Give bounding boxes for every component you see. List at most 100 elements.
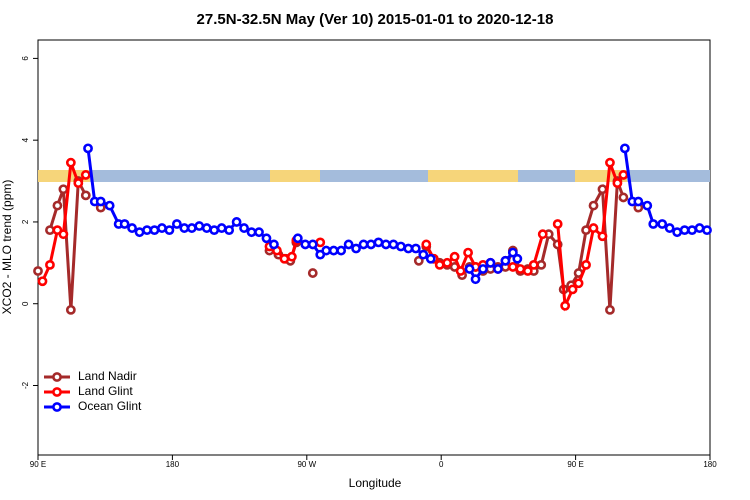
point bbox=[45, 225, 55, 236]
point bbox=[336, 245, 347, 256]
point bbox=[618, 192, 629, 203]
point bbox=[493, 264, 503, 274]
point bbox=[358, 239, 369, 250]
point bbox=[315, 237, 326, 248]
point bbox=[286, 251, 297, 262]
point bbox=[679, 225, 690, 236]
x-tick-label: 0 bbox=[439, 460, 444, 469]
y-tick-label: -2 bbox=[21, 381, 30, 389]
y-tick-label: 2 bbox=[21, 219, 30, 224]
point bbox=[95, 196, 106, 207]
point bbox=[687, 225, 697, 236]
point bbox=[388, 239, 399, 250]
point bbox=[455, 266, 466, 276]
point bbox=[239, 223, 249, 233]
point bbox=[413, 255, 424, 266]
point bbox=[581, 259, 591, 270]
point bbox=[642, 200, 653, 211]
point bbox=[478, 264, 488, 274]
point bbox=[149, 225, 160, 236]
point bbox=[528, 259, 539, 270]
point bbox=[464, 264, 475, 274]
point bbox=[618, 170, 629, 180]
point bbox=[246, 227, 257, 238]
point bbox=[612, 178, 623, 189]
point bbox=[73, 178, 84, 189]
legend-marker bbox=[52, 402, 62, 412]
point bbox=[300, 239, 311, 250]
point bbox=[552, 219, 563, 229]
point bbox=[171, 219, 182, 229]
point bbox=[164, 225, 175, 236]
point bbox=[522, 266, 533, 276]
point bbox=[560, 300, 571, 311]
point bbox=[463, 247, 473, 258]
point bbox=[605, 157, 615, 168]
point bbox=[80, 190, 91, 201]
point bbox=[702, 225, 712, 236]
point bbox=[395, 241, 406, 252]
point bbox=[573, 278, 584, 289]
y-axis-label: XCO2 - MLO trend (ppm) bbox=[0, 180, 14, 315]
point bbox=[45, 259, 55, 270]
point bbox=[373, 237, 384, 248]
point bbox=[119, 219, 130, 229]
point bbox=[209, 225, 220, 236]
point bbox=[588, 200, 599, 211]
point bbox=[52, 200, 63, 211]
point bbox=[470, 274, 481, 285]
point bbox=[588, 223, 599, 233]
point bbox=[597, 184, 608, 195]
point bbox=[507, 262, 518, 272]
point bbox=[279, 253, 290, 264]
point bbox=[33, 266, 43, 276]
point bbox=[201, 223, 212, 233]
point bbox=[186, 223, 197, 233]
point bbox=[537, 229, 548, 240]
point bbox=[142, 225, 152, 236]
y-tick-label: 0 bbox=[21, 301, 30, 306]
plot-frame bbox=[37, 39, 711, 456]
point bbox=[507, 247, 518, 258]
legend-label: Land Nadir bbox=[78, 369, 137, 383]
chart-title: 27.5N-32.5N May (Ver 10) 2015-01-01 to 2… bbox=[197, 11, 554, 28]
point bbox=[694, 223, 705, 233]
point bbox=[254, 227, 264, 238]
point bbox=[605, 304, 615, 315]
point bbox=[269, 239, 279, 250]
point bbox=[421, 239, 432, 250]
point bbox=[597, 231, 608, 242]
legend-label: Land Glint bbox=[78, 384, 133, 398]
point bbox=[157, 223, 167, 233]
point bbox=[619, 143, 630, 154]
point bbox=[292, 233, 303, 244]
point bbox=[657, 219, 668, 229]
point bbox=[567, 284, 578, 295]
legend-marker bbox=[52, 372, 62, 382]
point bbox=[179, 223, 190, 233]
point bbox=[449, 251, 460, 262]
point bbox=[425, 253, 436, 264]
point bbox=[343, 239, 354, 250]
point bbox=[328, 245, 339, 256]
legend-marker bbox=[52, 387, 62, 397]
point bbox=[672, 227, 683, 238]
series-line bbox=[41, 162, 625, 312]
point bbox=[536, 259, 547, 270]
y-tick-label: 4 bbox=[21, 137, 30, 142]
x-tick-label: 180 bbox=[166, 460, 180, 469]
point bbox=[104, 200, 115, 211]
point bbox=[58, 184, 69, 195]
point bbox=[500, 255, 511, 266]
point bbox=[80, 170, 91, 180]
point bbox=[418, 249, 429, 260]
point bbox=[194, 221, 205, 231]
point bbox=[434, 259, 445, 270]
point bbox=[65, 304, 76, 315]
x-tick-label: 90 E bbox=[30, 460, 46, 469]
point bbox=[231, 217, 242, 227]
x-tick-label: 180 bbox=[703, 460, 717, 469]
point bbox=[512, 253, 523, 264]
x-axis-label: Longitude bbox=[349, 476, 402, 490]
